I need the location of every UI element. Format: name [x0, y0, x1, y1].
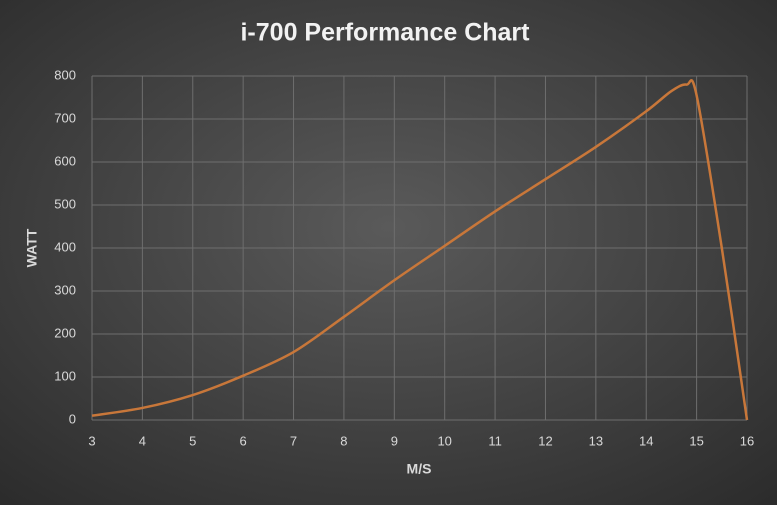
- x-tick-label: 7: [290, 433, 297, 448]
- y-tick-label: 0: [69, 411, 76, 426]
- x-tick-label: 14: [639, 433, 653, 448]
- y-tick-label: 700: [54, 110, 76, 125]
- y-tick-label: 600: [54, 153, 76, 168]
- y-tick-label: 100: [54, 368, 76, 383]
- data-line: [91, 79, 749, 421]
- y-tick-label: 200: [54, 325, 76, 340]
- x-tick-label: 10: [437, 433, 451, 448]
- x-tick-label: 6: [240, 433, 247, 448]
- x-axis-title: M/S: [407, 461, 432, 477]
- x-tick-label: 13: [589, 433, 603, 448]
- x-tick-label: 8: [340, 433, 347, 448]
- y-axis-title: WATT: [24, 228, 40, 267]
- chart-title: i-700 Performance Chart: [240, 19, 530, 47]
- x-tick-label: 12: [538, 433, 552, 448]
- y-tick-label: 300: [54, 282, 76, 297]
- x-tick-label: 11: [488, 433, 502, 448]
- y-tick-label: 800: [54, 67, 76, 82]
- x-tick-label: 4: [139, 433, 146, 448]
- x-tick-label: 5: [189, 433, 196, 448]
- x-tick-label: 9: [391, 433, 398, 448]
- x-tick-label: 3: [88, 433, 95, 448]
- y-tick-label: 400: [54, 239, 76, 254]
- x-tick-label: 16: [740, 433, 754, 448]
- grid: [91, 75, 748, 421]
- plot-area: [91, 79, 749, 421]
- x-tick-label: 15: [689, 433, 703, 448]
- y-tick-label: 500: [54, 196, 76, 211]
